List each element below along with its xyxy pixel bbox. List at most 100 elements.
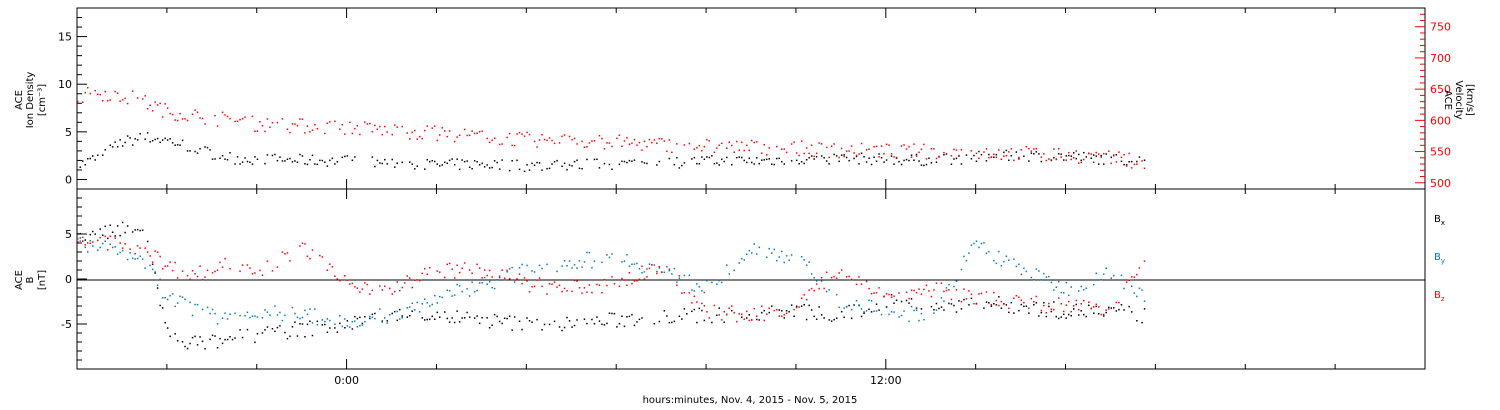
data-point	[491, 166, 493, 169]
data-point	[738, 262, 740, 264]
data-point	[1000, 158, 1003, 160]
data-point	[77, 238, 79, 240]
data-point	[793, 141, 795, 143]
data-point	[668, 268, 671, 270]
data-point	[838, 272, 840, 274]
data-point	[196, 275, 199, 278]
data-point	[1093, 161, 1095, 163]
data-point	[910, 289, 913, 292]
data-point	[890, 155, 893, 157]
data-point	[963, 298, 965, 301]
data-point	[304, 309, 306, 312]
data-point	[918, 288, 920, 290]
data-point	[905, 158, 908, 161]
data-point	[84, 246, 86, 249]
data-point	[1048, 305, 1050, 308]
data-point	[483, 166, 486, 168]
data-point	[513, 316, 516, 318]
data-point	[483, 269, 486, 271]
data-point	[838, 156, 840, 159]
data-point	[1008, 159, 1010, 161]
data-point	[1050, 310, 1053, 313]
data-point	[421, 137, 423, 140]
data-point	[830, 276, 833, 279]
data-point	[935, 282, 938, 284]
data-point	[111, 231, 114, 233]
data-point	[156, 287, 159, 289]
data-point	[583, 146, 586, 148]
data-point	[913, 143, 915, 145]
data-point	[598, 320, 601, 322]
data-point	[284, 253, 286, 255]
data-point	[506, 136, 508, 139]
data-point	[284, 331, 286, 334]
data-point	[676, 157, 678, 159]
data-point	[224, 158, 226, 160]
data-point	[1078, 153, 1080, 156]
data-point	[179, 295, 181, 298]
data-point	[808, 261, 810, 263]
data-point	[226, 159, 229, 161]
data-point	[593, 140, 596, 142]
data-point	[975, 303, 978, 305]
data-point	[646, 162, 648, 165]
data-point	[329, 263, 331, 265]
data-point	[174, 119, 176, 121]
data-point	[1083, 289, 1085, 291]
data-point	[493, 313, 496, 316]
data-point	[880, 157, 883, 159]
data-point	[541, 329, 543, 331]
data-point	[558, 284, 561, 286]
data-point	[431, 315, 433, 318]
data-point	[531, 270, 533, 272]
data-point	[99, 246, 101, 249]
data-point	[381, 320, 383, 322]
data-point	[868, 157, 870, 159]
data-point	[761, 305, 763, 307]
data-point	[583, 287, 586, 289]
data-point	[668, 269, 671, 272]
data-point	[414, 168, 416, 170]
data-point	[576, 267, 578, 269]
data-point	[314, 163, 316, 165]
data-point	[379, 125, 381, 128]
data-point	[274, 330, 276, 333]
data-point	[204, 348, 206, 350]
data-point	[491, 276, 493, 278]
data-point	[803, 259, 805, 261]
data-point	[523, 135, 526, 137]
data-point	[94, 159, 96, 161]
data-point	[394, 166, 396, 168]
data-point	[586, 146, 588, 148]
data-point	[329, 319, 331, 322]
data-point	[1040, 309, 1043, 312]
data-point	[900, 145, 903, 147]
data-point	[354, 286, 356, 288]
data-point	[1013, 159, 1015, 162]
data-point	[1073, 305, 1075, 307]
data-point	[419, 311, 421, 313]
data-point	[963, 255, 965, 258]
data-point	[169, 335, 171, 338]
data-point	[1045, 159, 1048, 162]
data-point	[621, 145, 623, 147]
data-point	[241, 264, 244, 266]
data-point	[703, 291, 706, 294]
data-point	[458, 285, 461, 287]
data-point	[126, 102, 129, 105]
data-point	[980, 242, 983, 245]
data-point	[346, 325, 349, 327]
data-point	[653, 264, 656, 266]
data-point	[621, 277, 623, 280]
data-point	[334, 163, 336, 165]
data-point	[676, 284, 678, 286]
data-point	[641, 161, 643, 163]
data-point	[281, 118, 284, 120]
data-point	[446, 317, 448, 320]
data-point	[603, 324, 606, 326]
data-point	[890, 296, 893, 299]
data-point	[930, 162, 933, 164]
data-point	[1023, 155, 1025, 157]
data-point	[376, 159, 379, 162]
